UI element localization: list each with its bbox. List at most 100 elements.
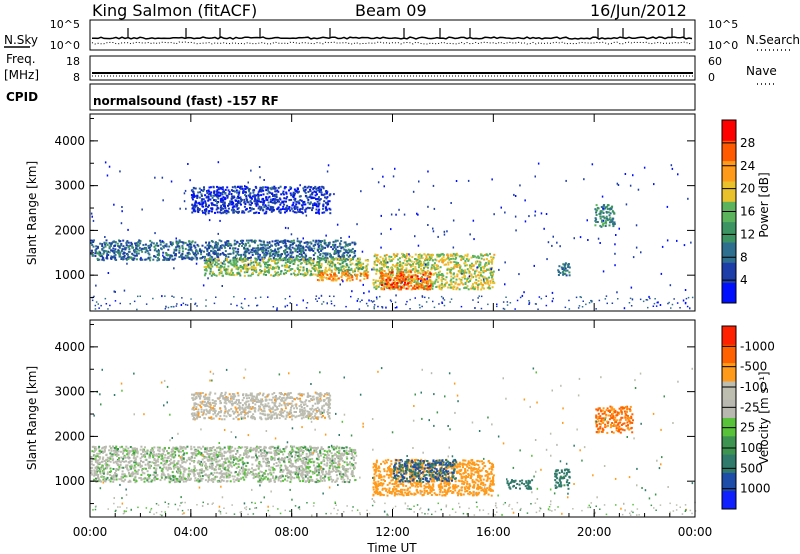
echo-cell [220, 197, 223, 200]
echo-cell [288, 265, 291, 267]
echo-cell [138, 477, 141, 479]
echo-cell [606, 205, 609, 208]
echo-cell [384, 263, 387, 266]
echo-cell [346, 470, 349, 473]
echo-cell [325, 201, 327, 204]
echo-cell [396, 282, 399, 285]
echo-cell [427, 281, 430, 284]
echo-cell [344, 260, 347, 263]
echo-cell [311, 472, 314, 475]
echo-cell [442, 297, 444, 300]
echo-cell [198, 471, 201, 474]
echo-cell [259, 243, 262, 246]
echo-cell [218, 248, 221, 251]
echo-cell [198, 187, 201, 190]
echo-cell [216, 249, 219, 252]
echo-cell [385, 274, 388, 277]
echo-cell [380, 214, 382, 217]
echo-cell [348, 269, 351, 272]
echo-cell [403, 259, 406, 262]
echo-cell [340, 458, 343, 461]
echo-cell [119, 302, 121, 305]
echo-cell [261, 251, 264, 254]
echo-cell [317, 257, 319, 260]
echo-cell [284, 211, 286, 214]
echo-cell [142, 244, 145, 246]
echo-cell [432, 230, 435, 233]
echo-cell [235, 453, 237, 455]
echo-cell [231, 456, 234, 459]
echo-cell [244, 193, 247, 196]
echo-cell [179, 447, 182, 450]
echo-cell [283, 239, 286, 242]
echo-cell [468, 270, 471, 273]
echo-cell [364, 259, 367, 262]
echo-cell [401, 279, 404, 282]
echo-cell [204, 479, 207, 482]
echo-cell [148, 461, 151, 464]
echo-cell [206, 253, 208, 256]
echo-cell [231, 197, 234, 199]
echo-cell [407, 262, 410, 265]
echo-cell [283, 200, 286, 203]
echo-cell [319, 276, 322, 279]
echo-cell [118, 246, 121, 249]
echo-cell [238, 446, 241, 449]
echo-cell [341, 254, 344, 257]
echo-cell [237, 207, 240, 210]
echo-cell [568, 274, 571, 277]
echo-cell [135, 252, 138, 255]
echo-cell [92, 241, 95, 243]
echo-cell [453, 285, 456, 288]
echo-cell [228, 261, 230, 264]
echo-cell [428, 259, 431, 262]
echo-cell [365, 265, 368, 268]
echo-cell [110, 249, 113, 252]
y-tick-label: 2000 [54, 223, 85, 237]
echo-cell [613, 212, 616, 215]
echo-cell [272, 476, 274, 479]
echo-cell [254, 268, 257, 271]
echo-cell [194, 302, 197, 305]
echo-cell [259, 296, 262, 298]
echo-cell [322, 448, 325, 451]
echo-cell [239, 264, 242, 267]
echo-cell [93, 474, 96, 477]
echo-cell [552, 297, 554, 300]
echo-cell [442, 285, 445, 288]
echo-cell [238, 245, 240, 247]
echo-cell [563, 269, 566, 272]
echo-cell [179, 207, 181, 210]
echo-cell [306, 186, 309, 189]
echo-cell [312, 273, 315, 276]
echo-cell [211, 265, 214, 268]
echo-cell [388, 255, 391, 258]
echo-cell [337, 277, 340, 280]
echo-cell [236, 260, 239, 263]
echo-cell [227, 210, 229, 213]
echo-cell [238, 210, 240, 213]
echo-cell [275, 272, 278, 274]
echo-cell [256, 304, 258, 307]
echo-cell [489, 287, 492, 290]
echo-cell [433, 207, 436, 210]
beam-title: Beam 09 [355, 1, 427, 20]
echo-cell [344, 245, 347, 248]
echo-cell [154, 477, 157, 480]
echo-cell [254, 459, 257, 462]
echo-cell [547, 241, 550, 244]
echo-cell [440, 259, 443, 262]
echo-cell [207, 199, 210, 202]
echo-cell [327, 277, 330, 280]
echo-cell [301, 258, 304, 261]
echo-cell [306, 271, 309, 274]
echo-cell [333, 193, 335, 196]
echo-cell [300, 252, 303, 254]
echo-cell [383, 284, 386, 287]
echo-cell [161, 295, 163, 298]
echo-cell [220, 207, 223, 209]
echo-cell [441, 302, 444, 304]
echo-cell [362, 266, 364, 269]
echo-cell [122, 452, 124, 455]
echo-cell [156, 474, 159, 477]
